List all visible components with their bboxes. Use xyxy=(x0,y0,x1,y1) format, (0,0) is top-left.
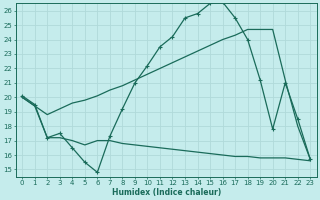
X-axis label: Humidex (Indice chaleur): Humidex (Indice chaleur) xyxy=(112,188,221,197)
